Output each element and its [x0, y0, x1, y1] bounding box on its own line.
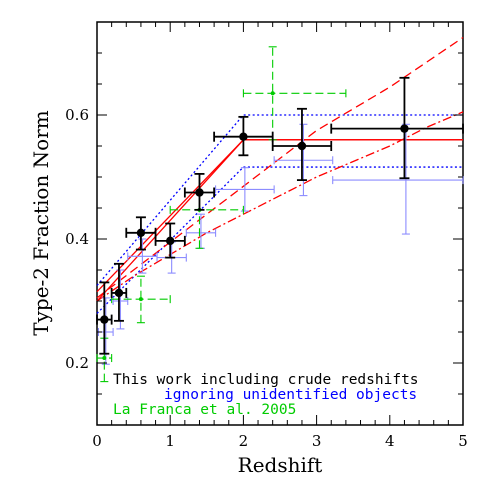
model-curve-dotted — [96, 166, 463, 314]
data-point — [332, 123, 464, 235]
y-tick-label: 0.4 — [65, 230, 89, 248]
y-axis-label: Type-2 Fraction Norm — [29, 110, 53, 335]
y-tick-label: 0.2 — [65, 354, 89, 372]
data-point — [213, 115, 274, 157]
x-tick-label: 4 — [385, 432, 395, 450]
legend: This work including crude redshifts igno… — [113, 372, 419, 418]
ticks-layer: 0 1 2 3 4 5 0.2 0.4 0.6 — [65, 21, 468, 450]
data-point — [215, 167, 275, 212]
plot-frame — [96, 21, 464, 426]
data-point — [110, 262, 128, 322]
x-tick-label: 5 — [458, 432, 468, 450]
model-curve-dashed — [96, 36, 464, 299]
data-point — [273, 123, 334, 197]
x-tick-label: 2 — [239, 432, 249, 450]
y-tick-label: 0.6 — [65, 106, 89, 124]
data-point — [183, 172, 216, 211]
model-curve-dashdot — [96, 111, 464, 302]
x-tick-label: 1 — [165, 432, 175, 450]
x-tick-label: 3 — [312, 432, 322, 450]
legend-label-la-franca: La Franca et al. 2005 — [113, 402, 296, 418]
data-point — [330, 76, 464, 180]
data-point — [125, 216, 157, 251]
errorbars-layer — [96, 46, 464, 383]
data-point — [242, 46, 347, 141]
x-axis-label: Redshift — [238, 453, 323, 477]
plot-area: 0 1 2 3 4 5 0.2 0.4 0.6 — [65, 21, 468, 450]
data-point — [169, 173, 244, 249]
data-point — [154, 222, 186, 259]
x-tick-label: 0 — [92, 432, 102, 450]
curves-layer — [96, 36, 464, 314]
legend-label-this-work: This work including crude redshifts — [113, 372, 419, 388]
data-point — [185, 213, 217, 249]
data-point — [112, 269, 129, 330]
model-curve-solid — [96, 139, 463, 293]
model-curve-solid — [96, 139, 463, 302]
data-point — [96, 281, 113, 355]
data-point — [271, 107, 333, 182]
labels-layer: Redshift Type-2 Fraction Norm — [29, 110, 322, 477]
data-point — [127, 238, 158, 274]
data-point — [111, 275, 171, 324]
legend-label-ignoring: ignoring unidentified objects — [164, 387, 417, 403]
model-curve-dotted — [96, 114, 463, 286]
